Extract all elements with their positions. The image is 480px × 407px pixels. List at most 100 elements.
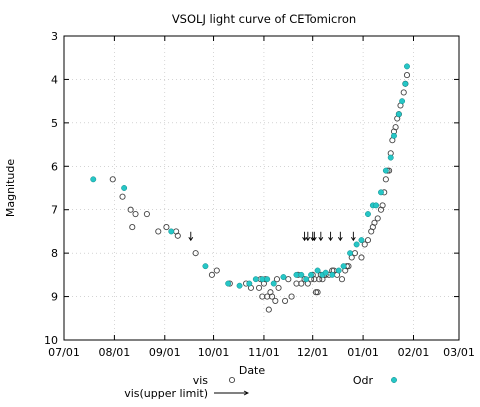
odr-point: [264, 276, 271, 283]
vis-point: [269, 293, 276, 300]
odr-point: [259, 276, 266, 283]
legend-marker-odr: [391, 377, 397, 383]
y-tick-label: 9: [51, 291, 58, 304]
odr-point: [293, 271, 300, 278]
vis-point: [272, 297, 279, 304]
chart-title: VSOLJ light curve of CETomicron: [172, 12, 356, 26]
odr-point: [246, 280, 253, 287]
odr-point: [322, 269, 329, 276]
vis-point: [364, 237, 372, 244]
vis-point: [392, 124, 399, 131]
vis-point: [256, 284, 263, 291]
x-tick-label: 10/01: [198, 346, 230, 359]
vis-upper-limit-point: [350, 231, 356, 242]
plot-frame: [63, 35, 460, 341]
odr-point: [373, 202, 380, 209]
odr-point: [303, 276, 310, 283]
vis-point: [288, 293, 295, 300]
odr-point: [340, 263, 347, 270]
vis-point: [155, 228, 162, 235]
x-tick-label: 03/01: [443, 346, 475, 359]
vis-upper-limit-point: [318, 231, 324, 242]
odr-point: [347, 250, 354, 257]
vis-point: [379, 202, 386, 209]
vis-upper-limit-point: [337, 231, 343, 242]
legend-label-vis-upper-limit: vis(upper limit): [124, 387, 208, 400]
odr-point: [202, 263, 209, 270]
vis-point: [285, 276, 292, 283]
vis-point: [213, 267, 220, 274]
y-tick-label: 4: [51, 73, 58, 86]
vis-point: [338, 276, 346, 283]
vis-upper-limit-point: [188, 231, 194, 242]
arrow-head: [350, 237, 356, 242]
vis-point: [109, 176, 116, 183]
x-tick-label: 01/01: [347, 346, 379, 359]
y-tick-label: 6: [51, 160, 58, 173]
odr-point: [298, 271, 305, 278]
y-tick-label: 5: [51, 117, 58, 130]
odr-point: [90, 176, 97, 183]
legend-arrow-head: [243, 390, 250, 396]
vis-point: [361, 241, 368, 248]
vis-point: [293, 280, 300, 287]
x-tick-label: 09/01: [149, 346, 181, 359]
vis-point: [163, 224, 170, 231]
odr-point: [382, 167, 389, 174]
odr-point: [252, 276, 259, 283]
vis-point: [358, 254, 365, 261]
y-axis-title: Magnitude: [4, 159, 17, 218]
odr-point: [335, 267, 342, 274]
x-axis-title: Date: [239, 364, 266, 377]
y-tick-label: 10: [44, 334, 58, 347]
odr-point: [329, 271, 336, 278]
arrow-head: [188, 237, 194, 242]
odr-point: [378, 189, 384, 196]
odr-point: [121, 185, 128, 191]
vis-point: [174, 232, 181, 239]
odr-point: [399, 98, 406, 105]
legend-label-vis: vis: [193, 374, 209, 387]
vis-upper-limit-point: [328, 231, 333, 242]
odr-point: [168, 228, 175, 235]
vis-point: [312, 289, 320, 296]
vis-point: [273, 276, 280, 283]
legend-marker-vis: [228, 376, 236, 384]
legend-label-odr: Odr: [353, 374, 374, 387]
odr-point: [236, 282, 243, 289]
vis-point: [265, 306, 272, 313]
odr-point: [387, 154, 394, 161]
vis-point: [119, 193, 126, 200]
vis-point: [371, 219, 378, 226]
odr-point: [280, 274, 287, 280]
odr-point: [404, 63, 410, 70]
vis-upper-limit-point: [305, 231, 311, 242]
vis-point: [374, 215, 381, 222]
vis-point: [192, 250, 199, 257]
arrow-head: [305, 237, 311, 242]
axis-ticks: 07/01 08/01 09/01 10/01 11/01 12/01 01/01 02/01…: [44, 30, 475, 359]
vis-point: [143, 211, 150, 218]
odr-point: [314, 267, 321, 274]
odr-point: [270, 280, 277, 287]
arrow-head: [337, 237, 343, 242]
arrow-head: [318, 237, 324, 242]
y-tick-label: 7: [51, 204, 58, 217]
vis-upper-limit-point: [302, 231, 307, 242]
odr-point: [365, 211, 371, 218]
x-tick-label: 07/01: [48, 346, 80, 359]
vis-upper-limit-point: [311, 231, 317, 242]
vis-point: [132, 211, 139, 218]
x-tick-label: 12/01: [297, 346, 329, 359]
odr-point: [395, 111, 402, 118]
vis-point: [275, 284, 282, 291]
x-tick-label: 11/01: [248, 346, 280, 359]
vis-point: [298, 280, 305, 287]
arrow-head: [302, 237, 307, 242]
y-tick-label: 8: [51, 247, 58, 260]
odr-point: [308, 271, 315, 278]
vis-point: [382, 176, 389, 183]
